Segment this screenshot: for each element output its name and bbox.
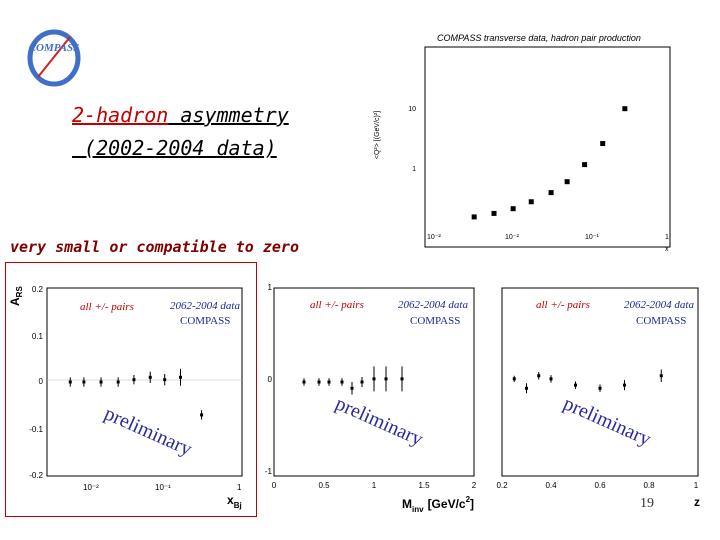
panel1-ylabel: ARS (8, 286, 24, 306)
panel1-point (82, 380, 86, 384)
panel1-legend-right-1: 2062-2004 data (170, 300, 240, 312)
panel2-ytick-neg1: -1 (265, 467, 273, 476)
panel3-xtick-0.8: 0.8 (643, 481, 655, 490)
asymmetry-vs-xbj-panel: ARS 0.2 0.1 0 -0.1 -0.2 10⁻² 10⁻¹ 1 xBj … (8, 285, 243, 510)
top-plot-xtick-0: 10⁻² (427, 234, 441, 241)
panel2-xtick-0: 0 (272, 481, 277, 490)
panel2-legend-right-1: 2062-2004 data (398, 299, 468, 311)
panel1-ytick-neg0.2: -0.2 (29, 471, 43, 480)
panel2-xtick-0.5: 0.5 (318, 481, 330, 490)
top-plot-point (471, 214, 477, 220)
panel1-ytick-neg0.1: -0.1 (29, 425, 43, 434)
top-plot-ylabel: <Q²> [(GeV/c)²] (374, 111, 381, 159)
panel2-ytick-0: 0 (268, 375, 273, 384)
panel3-point (598, 386, 602, 390)
panel1-ytick-0.1: 0.1 (32, 332, 44, 341)
panel3-point (525, 386, 528, 390)
panel2-ytick-1: 1 (268, 283, 273, 292)
q2-vs-x-plot: COMPASS transverse data, hadron pair pro… (374, 33, 671, 253)
panel1-ytick-0.2: 0.2 (32, 285, 44, 294)
asymmetry-vs-minv-panel: 1 0 -1 0 0.5 1 1.5 2 Minv [GeV/c2] all +/… (265, 283, 477, 514)
panel2-legend-right-2: COMPASS (410, 315, 460, 327)
top-plot-xtick-1: 10⁻² (505, 234, 519, 241)
top-plot-point (622, 106, 628, 112)
top-plot-ytick-10: 10 (408, 106, 416, 113)
panel3-xtick-0.2: 0.2 (496, 481, 508, 490)
panel1-xlabel: xBj (227, 493, 242, 510)
panel3-point (623, 383, 626, 387)
panel3-xlabel: z (694, 495, 700, 509)
top-plot-ytick-1: 1 (412, 166, 416, 173)
panel1-xtick-0: 10⁻² (83, 483, 99, 492)
top-plot-point (564, 179, 570, 185)
panel3-point (549, 377, 553, 381)
panel2-point (327, 380, 331, 384)
panel3-point (512, 377, 516, 381)
panel3-xtick-0.6: 0.6 (594, 481, 606, 490)
panel1-point (132, 378, 136, 382)
top-plot-xlabel: x (665, 246, 669, 253)
page-number: 19 (640, 496, 654, 511)
panel2-xtick-2: 2 (472, 481, 477, 490)
panel2-point (372, 377, 376, 381)
panel2-point (360, 380, 364, 384)
top-plot-xtick-2: 10⁻¹ (585, 234, 599, 241)
panel3-watermark: preliminary (560, 392, 654, 450)
panel2-point (317, 380, 321, 384)
top-plot-frame (424, 46, 671, 248)
top-plot-point (491, 210, 497, 216)
top-plot-point (528, 199, 534, 205)
panel1-legend-left: all +/- pairs (80, 301, 134, 313)
panel1-xtick-2: 1 (237, 483, 242, 492)
panel3-point (659, 374, 663, 378)
panel1-point (178, 375, 182, 379)
panel1-point (68, 380, 72, 384)
panel2-xlabel: Minv [GeV/c2] (402, 495, 474, 514)
panel3-legend-right-1: 2062-2004 data (624, 299, 694, 311)
top-plot-xtick-3: 1 (665, 234, 669, 241)
top-plot-point (510, 206, 516, 212)
panel3-legend-right-2: COMPASS (636, 315, 686, 327)
panel2-legend-left: all +/- pairs (310, 299, 364, 311)
panel3-frame (501, 287, 699, 477)
logo-text: COMPASS (29, 42, 80, 54)
panel1-point (200, 413, 204, 417)
slide-title-line2: (2002-2004 data) (72, 136, 277, 160)
panel3-xtick-1: 1 (694, 481, 699, 490)
panel2-xtick-1: 1 (372, 481, 377, 490)
compass-logo: COMPASS (27, 29, 81, 87)
top-plot-point (600, 141, 606, 147)
top-plot-point (548, 190, 554, 196)
panel1-point (163, 378, 167, 382)
asymmetry-vs-z-panel: 0.2 0.4 0.6 0.8 1 z all +/- pairs 2062-2… (496, 287, 700, 509)
top-plot-title: COMPASS transverse data, hadron pair pro… (437, 33, 641, 43)
panel1-point (116, 380, 120, 384)
panel3-legend-left: all +/- pairs (536, 299, 590, 311)
top-plot-point (582, 162, 588, 168)
panel2-frame (273, 287, 475, 477)
panel2-xtick-1.5: 1.5 (418, 481, 430, 490)
slide-title: 2-hadron asymmetry (72, 103, 289, 127)
panel1-frame (46, 287, 243, 477)
panel2-point (302, 380, 306, 384)
panel2-point (400, 377, 404, 381)
panel1-xtick-1: 10⁻¹ (155, 483, 171, 492)
slide-subtitle: very small or compatible to zero (10, 238, 299, 256)
panel3-xtick-0.4: 0.4 (545, 481, 557, 490)
panel2-point (340, 380, 344, 384)
panel3-point (574, 383, 577, 387)
panel3-point (537, 374, 541, 378)
panel2-watermark: preliminary (332, 392, 426, 450)
panel1-legend-right-2: COMPASS (180, 315, 230, 327)
panel1-point (99, 380, 103, 384)
panel2-point (350, 386, 354, 390)
panel2-point (384, 377, 388, 381)
panel1-highlight-frame (5, 262, 257, 517)
panel1-watermark: preliminary (101, 402, 195, 460)
panel1-point (148, 375, 152, 379)
panel1-ytick-0: 0 (39, 377, 44, 386)
